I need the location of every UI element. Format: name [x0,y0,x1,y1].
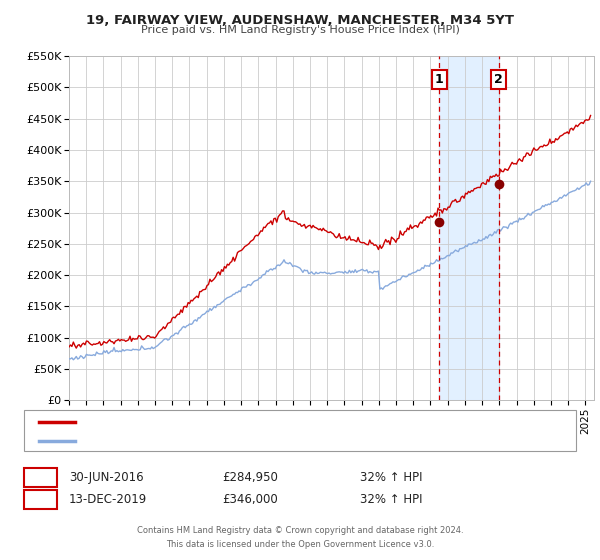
Text: 2: 2 [36,493,45,506]
Text: 2: 2 [494,73,503,86]
Text: 19, FAIRWAY VIEW, AUDENSHAW, MANCHESTER, M34 5YT (detached house): 19, FAIRWAY VIEW, AUDENSHAW, MANCHESTER,… [83,417,476,427]
Text: 32% ↑ HPI: 32% ↑ HPI [360,470,422,484]
Text: Price paid vs. HM Land Registry's House Price Index (HPI): Price paid vs. HM Land Registry's House … [140,25,460,35]
Text: Contains HM Land Registry data © Crown copyright and database right 2024.: Contains HM Land Registry data © Crown c… [137,526,463,535]
Text: 13-DEC-2019: 13-DEC-2019 [69,493,147,506]
Text: HPI: Average price, detached house, Tameside: HPI: Average price, detached house, Tame… [83,436,325,446]
Bar [439,56,499,400]
Text: £284,950: £284,950 [222,470,278,484]
Text: 1: 1 [36,470,45,484]
Text: £346,000: £346,000 [222,493,278,506]
Text: 19, FAIRWAY VIEW, AUDENSHAW, MANCHESTER, M34 5YT: 19, FAIRWAY VIEW, AUDENSHAW, MANCHESTER,… [86,14,514,27]
Text: 1: 1 [435,73,443,86]
Text: 32% ↑ HPI: 32% ↑ HPI [360,493,422,506]
Text: This data is licensed under the Open Government Licence v3.0.: This data is licensed under the Open Gov… [166,540,434,549]
Text: 30-JUN-2016: 30-JUN-2016 [69,470,143,484]
